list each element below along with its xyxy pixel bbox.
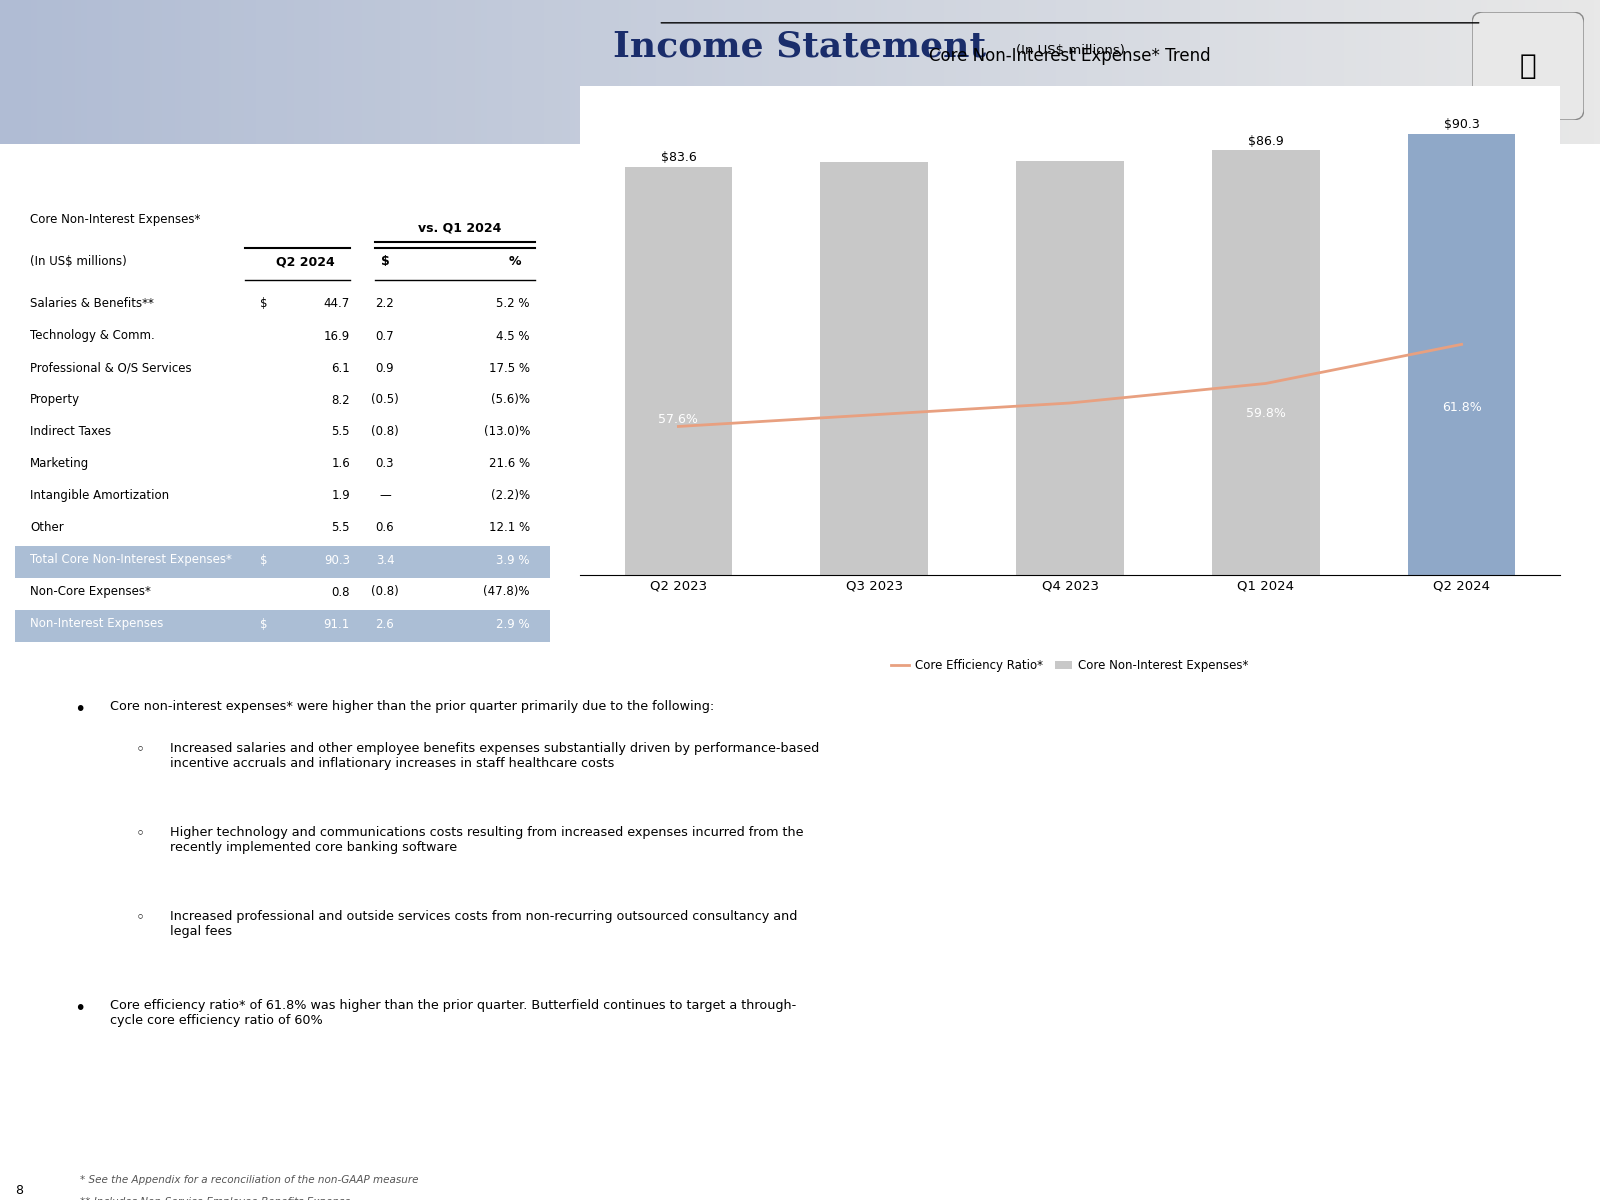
Text: Total Core Non-Interest Expenses*: Total Core Non-Interest Expenses* bbox=[30, 553, 232, 566]
Text: Higher technology and communications costs resulting from increased expenses inc: Higher technology and communications cos… bbox=[170, 826, 803, 854]
Text: 6.1: 6.1 bbox=[331, 361, 350, 374]
Title: Core Non-Interest Expense* Trend: Core Non-Interest Expense* Trend bbox=[930, 47, 1211, 65]
Text: 16.9: 16.9 bbox=[323, 330, 350, 342]
Text: Non-Core Expenses*: Non-Core Expenses* bbox=[30, 586, 150, 599]
Text: 91.1: 91.1 bbox=[323, 618, 350, 630]
Text: (47.8)%: (47.8)% bbox=[483, 586, 530, 599]
Text: —: — bbox=[379, 490, 390, 503]
Text: Professional & O/S Services: Professional & O/S Services bbox=[30, 361, 192, 374]
Text: ◦: ◦ bbox=[136, 742, 144, 757]
Text: Other: Other bbox=[30, 522, 64, 534]
Text: Increased salaries and other employee benefits expenses substantially driven by : Increased salaries and other employee be… bbox=[170, 742, 819, 770]
Bar bbox=[1016, 161, 1123, 575]
Text: ◦: ◦ bbox=[136, 910, 144, 925]
Text: (0.8): (0.8) bbox=[371, 426, 398, 438]
Text: $: $ bbox=[381, 256, 389, 269]
Bar bbox=[14, 546, 550, 578]
Text: 57.6%: 57.6% bbox=[659, 413, 698, 426]
Text: $86.9: $86.9 bbox=[1248, 134, 1283, 148]
Text: 5.2 %: 5.2 % bbox=[496, 298, 530, 311]
Text: 3.4: 3.4 bbox=[376, 553, 394, 566]
Text: Core non-interest expenses* were higher than the prior quarter primarily due to : Core non-interest expenses* were higher … bbox=[110, 700, 714, 713]
Text: (0.8): (0.8) bbox=[371, 586, 398, 599]
Text: (In US$ millions): (In US$ millions) bbox=[30, 256, 126, 269]
Text: 1.6: 1.6 bbox=[331, 457, 350, 470]
Text: (In US$ millions): (In US$ millions) bbox=[1016, 44, 1125, 58]
Text: Property: Property bbox=[30, 394, 80, 407]
Text: 0.7: 0.7 bbox=[376, 330, 394, 342]
Text: 0.9: 0.9 bbox=[376, 361, 394, 374]
Text: Core efficiency ratio* of 61.8% was higher than the prior quarter. Butterfield c: Core efficiency ratio* of 61.8% was high… bbox=[110, 998, 797, 1027]
Text: 12.1 %: 12.1 % bbox=[490, 522, 530, 534]
Text: 2.6: 2.6 bbox=[376, 618, 394, 630]
Text: 4.5 %: 4.5 % bbox=[496, 330, 530, 342]
Text: * See the Appendix for a reconciliation of the non-GAAP measure: * See the Appendix for a reconciliation … bbox=[80, 1175, 419, 1186]
Text: (13.0)%: (13.0)% bbox=[483, 426, 530, 438]
Text: Non-Interest Expenses: Non-Interest Expenses bbox=[690, 98, 910, 118]
Text: 5.5: 5.5 bbox=[331, 522, 350, 534]
Text: Intangible Amortization: Intangible Amortization bbox=[30, 490, 170, 503]
Text: 59.8%: 59.8% bbox=[1246, 407, 1286, 420]
Text: 3.9 %: 3.9 % bbox=[496, 553, 530, 566]
Text: 1.9: 1.9 bbox=[331, 490, 350, 503]
Text: $83.6: $83.6 bbox=[661, 151, 696, 164]
Text: 17.5 %: 17.5 % bbox=[490, 361, 530, 374]
Text: Indirect Taxes: Indirect Taxes bbox=[30, 426, 110, 438]
Text: Technology & Comm.: Technology & Comm. bbox=[30, 330, 155, 342]
Text: 0.8: 0.8 bbox=[331, 586, 350, 599]
Bar bbox=[1408, 133, 1515, 575]
Text: Marketing: Marketing bbox=[30, 457, 90, 470]
Text: 0.3: 0.3 bbox=[376, 457, 394, 470]
Text: 5.5: 5.5 bbox=[331, 426, 350, 438]
Text: 61.8%: 61.8% bbox=[1442, 401, 1482, 414]
Text: 🦁: 🦁 bbox=[1520, 52, 1536, 80]
Text: ◦: ◦ bbox=[136, 826, 144, 841]
Text: Q2 2024: Q2 2024 bbox=[275, 256, 334, 269]
Text: •: • bbox=[74, 998, 86, 1018]
Text: $: $ bbox=[259, 298, 267, 311]
Text: Income Statement: Income Statement bbox=[613, 29, 987, 64]
Text: 8.2: 8.2 bbox=[331, 394, 350, 407]
Legend: Core Efficiency Ratio*, Core Non-Interest Expenses*: Core Efficiency Ratio*, Core Non-Interes… bbox=[886, 654, 1253, 677]
Bar bbox=[1211, 150, 1320, 575]
Text: (2.2)%: (2.2)% bbox=[491, 490, 530, 503]
Text: (0.5): (0.5) bbox=[371, 394, 398, 407]
Text: $90.3: $90.3 bbox=[1443, 119, 1480, 131]
Text: vs. Q1 2024: vs. Q1 2024 bbox=[418, 222, 502, 234]
Text: Non-Interest Expenses: Non-Interest Expenses bbox=[30, 618, 163, 630]
Bar bbox=[14, 610, 550, 642]
Text: 0.6: 0.6 bbox=[376, 522, 394, 534]
Text: ** Includes Non-Service Employee Benefits Expense: ** Includes Non-Service Employee Benefit… bbox=[80, 1198, 350, 1200]
Bar bbox=[624, 167, 733, 575]
Text: Increased professional and outside services costs from non-recurring outsourced : Increased professional and outside servi… bbox=[170, 910, 797, 938]
Text: •: • bbox=[74, 700, 86, 719]
Text: 21.6 %: 21.6 % bbox=[490, 457, 530, 470]
Text: 44.7: 44.7 bbox=[323, 298, 350, 311]
Text: 2.2: 2.2 bbox=[376, 298, 394, 311]
Bar bbox=[821, 162, 928, 575]
Text: $: $ bbox=[259, 553, 267, 566]
Text: $: $ bbox=[259, 618, 267, 630]
Text: %: % bbox=[509, 256, 522, 269]
Text: Salaries & Benefits**: Salaries & Benefits** bbox=[30, 298, 154, 311]
FancyBboxPatch shape bbox=[1472, 12, 1584, 120]
Text: 90.3: 90.3 bbox=[323, 553, 350, 566]
Text: 2.9 %: 2.9 % bbox=[496, 618, 530, 630]
Text: 8: 8 bbox=[14, 1183, 22, 1196]
Text: (5.6)%: (5.6)% bbox=[491, 394, 530, 407]
Text: Core Non-Interest Expenses*: Core Non-Interest Expenses* bbox=[30, 214, 200, 227]
